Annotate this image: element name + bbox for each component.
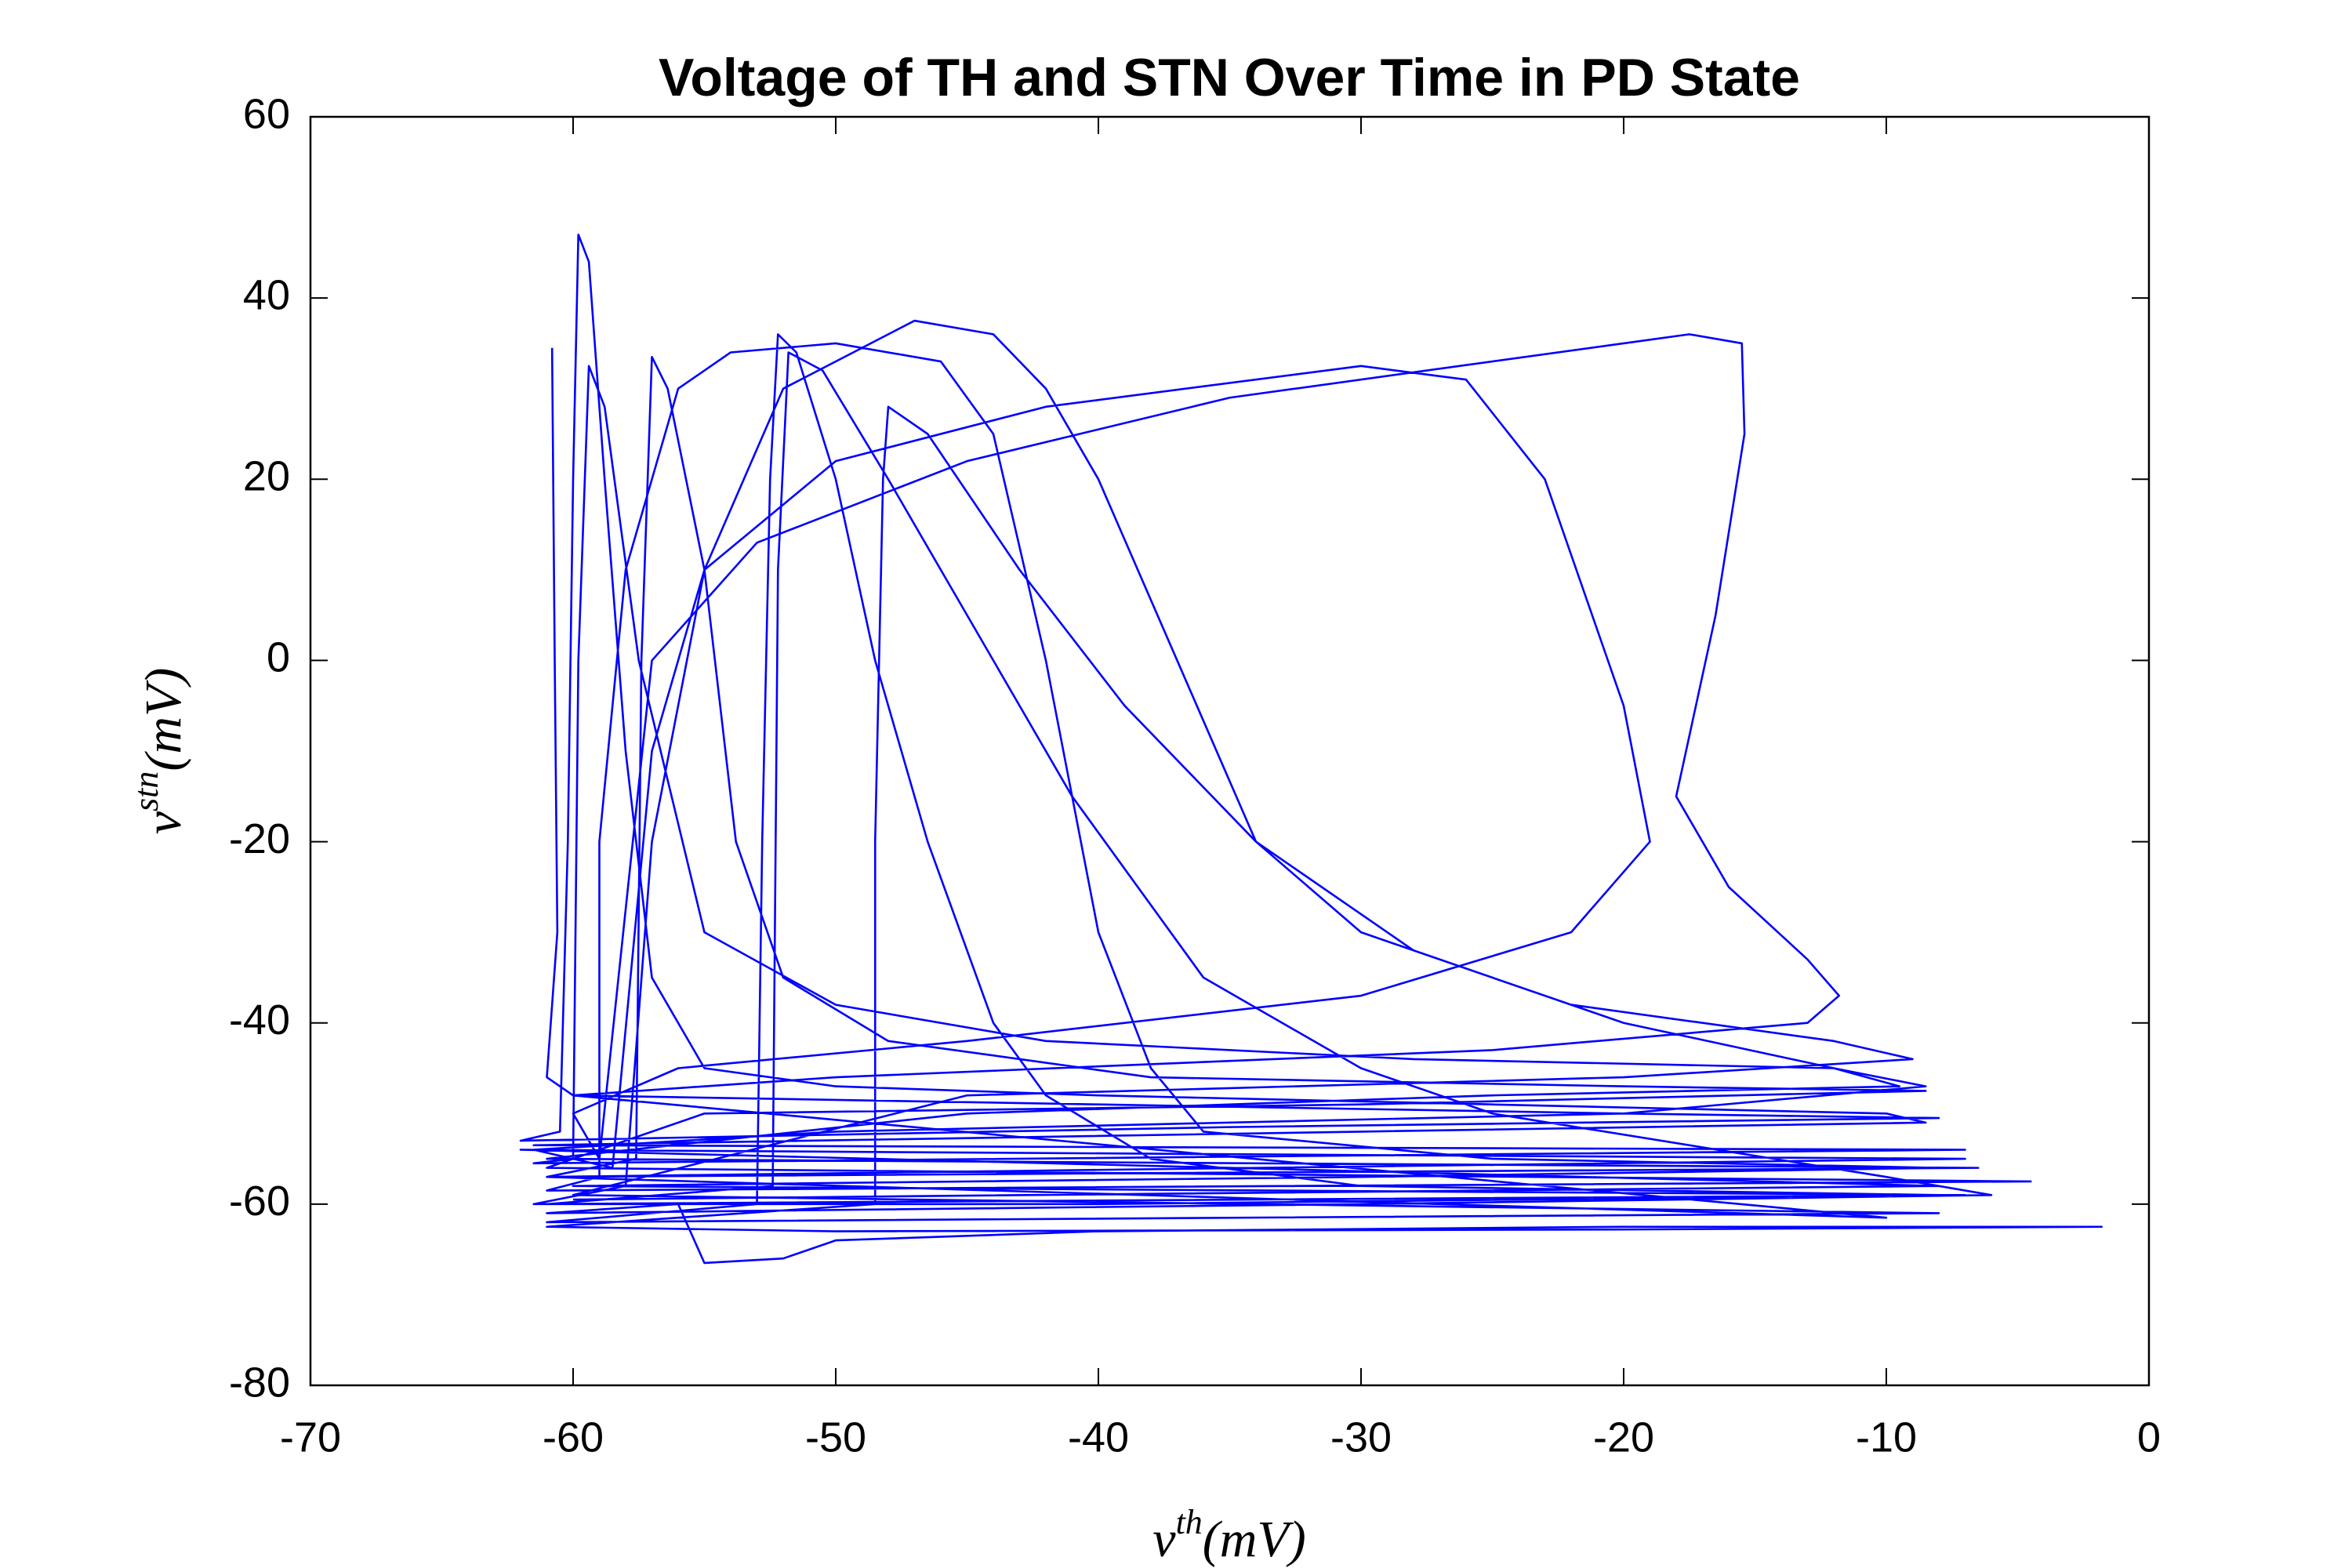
x-tick-label: -40 (1068, 1414, 1129, 1461)
y-tick-label: -20 (229, 815, 290, 862)
y-tick-label: -60 (229, 1178, 290, 1225)
x-tick-label: -50 (805, 1414, 866, 1461)
y-tick-label: 60 (243, 90, 290, 137)
x-axis-label: vth(mV) (1152, 1503, 1305, 1568)
x-tick-label: -30 (1330, 1414, 1392, 1461)
y-tick-label: -40 (229, 996, 290, 1044)
x-tick-label: -10 (1856, 1414, 1917, 1461)
data-line (519, 233, 2103, 1265)
y-tick-label: 20 (243, 453, 290, 500)
x-tick-label: -70 (280, 1414, 341, 1461)
y-tick-label: 0 (267, 634, 290, 681)
y-tick-label: -80 (229, 1359, 290, 1406)
plot-frame (309, 115, 2151, 1387)
x-tick-label: -20 (1593, 1414, 1654, 1461)
chart-title: Voltage of TH and STN Over Time in PD St… (659, 48, 1800, 107)
y-axis-label: vstn(mV) (127, 668, 192, 835)
y-tick-label: 40 (243, 271, 290, 318)
x-tick-label: -60 (543, 1414, 604, 1461)
x-tick-label: 0 (2137, 1414, 2161, 1461)
